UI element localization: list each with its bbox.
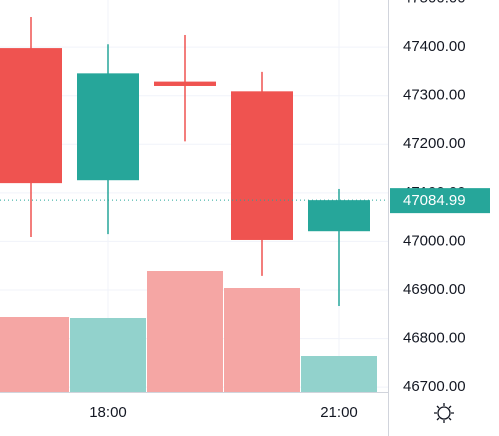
y-tick-label: 47500.00 [403, 0, 466, 7]
y-tick-label: 46900.00 [403, 281, 466, 298]
y-tick-label: 46700.00 [403, 378, 466, 395]
candle-body [308, 200, 370, 232]
settings-icon[interactable] [434, 403, 454, 423]
last-price-label: 47084.99 [403, 192, 466, 209]
volume-bar [70, 318, 146, 392]
volume-bar [224, 288, 300, 392]
plot [0, 17, 388, 392]
y-tick-label: 47300.00 [403, 87, 466, 104]
candle-body [0, 48, 62, 184]
y-tick-label: 47200.00 [403, 135, 466, 152]
x-tick-label: 18:00 [89, 404, 127, 421]
candle-body [77, 73, 139, 181]
volume-bar [147, 271, 223, 392]
candle-body [154, 81, 216, 86]
price-axis: 47500.0047400.0047300.0047200.0047100.00… [390, 0, 490, 395]
y-tick-label: 46800.00 [403, 330, 466, 347]
volume-bar [0, 317, 69, 392]
y-tick-label: 47000.00 [403, 232, 466, 249]
y-tick-label: 47400.00 [403, 38, 466, 55]
x-tick-label: 21:00 [320, 404, 358, 421]
volume-bar [301, 356, 377, 392]
last-price-box [390, 188, 490, 214]
candle-body [231, 91, 293, 240]
